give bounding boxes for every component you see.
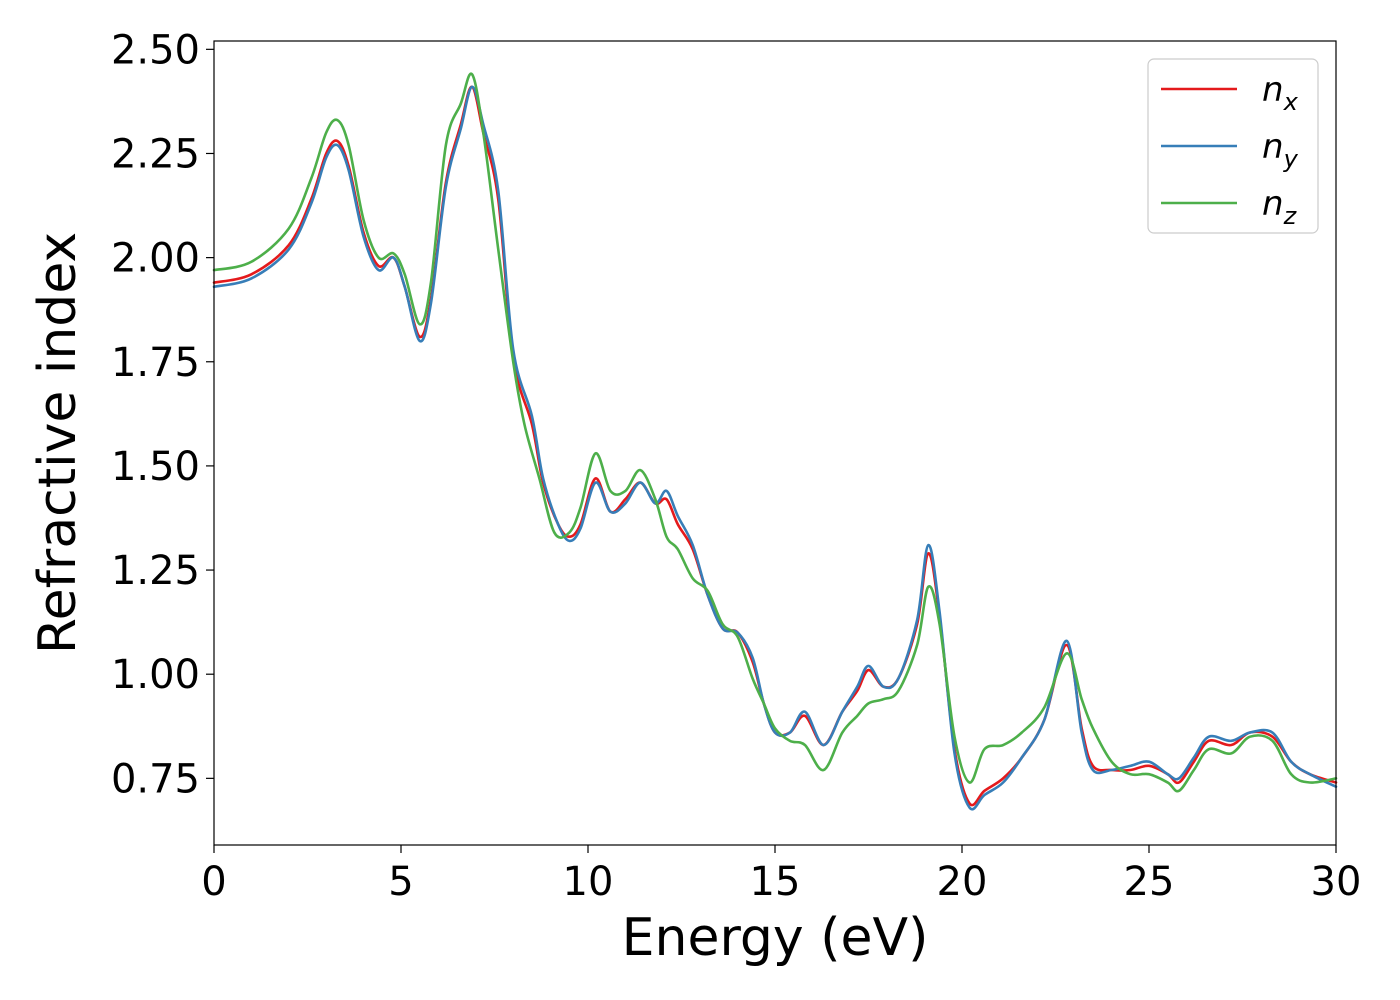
x-tick-label: 10 <box>563 859 614 905</box>
y-tick-label: 1.25 <box>111 548 200 594</box>
x-tick-label: 15 <box>750 859 801 905</box>
series-layer <box>212 72 1338 811</box>
y-tick-label: 1.75 <box>111 340 200 386</box>
x-axis-label: Energy (eV) <box>622 908 929 968</box>
y-axis-label: Refractive index <box>28 232 88 654</box>
legend-label-x: nx <box>1262 70 1299 116</box>
y-tick-label: 1.50 <box>111 444 200 490</box>
y-tick-label: 0.75 <box>111 756 200 802</box>
y-tick-label: 2.25 <box>111 131 200 177</box>
x-tick-label: 25 <box>1124 859 1175 905</box>
y-tick-label: 1.00 <box>111 652 200 698</box>
legend: nx ny nz <box>1147 58 1319 234</box>
x-tick-label: 0 <box>201 859 226 905</box>
y-tick-label: 2.00 <box>111 236 200 282</box>
y-tick-label: 2.50 <box>111 27 200 73</box>
x-axis: 0 5 10 15 20 25 30 <box>201 845 1361 905</box>
x-tick-label: 20 <box>937 859 988 905</box>
legend-label-z: nz <box>1262 184 1298 230</box>
series-line-z <box>212 72 1338 793</box>
x-tick-label: 5 <box>388 859 413 905</box>
series-line-y <box>212 85 1338 811</box>
x-tick-label: 30 <box>1311 859 1362 905</box>
legend-label-y: ny <box>1262 127 1299 173</box>
y-axis: 0.75 1.00 1.25 1.50 1.75 2.00 2.25 2.50 <box>111 27 214 802</box>
